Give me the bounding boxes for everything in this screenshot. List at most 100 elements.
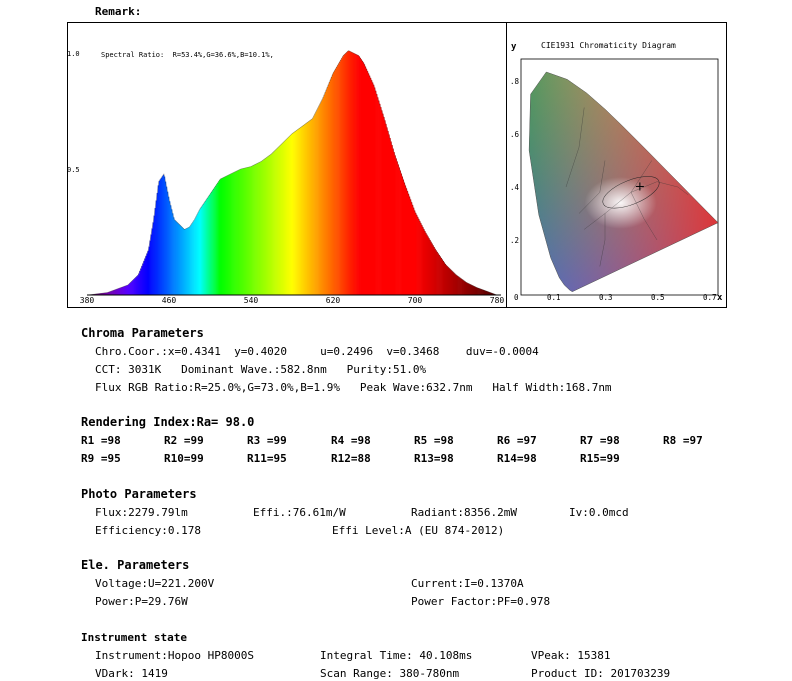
spectrum-band: [182, 227, 184, 295]
spectrum-band: [229, 174, 231, 295]
spectrum-band: [232, 172, 234, 295]
spectrum-band: [317, 107, 319, 295]
spectrum-band: [245, 167, 248, 295]
spectrum-band: [448, 268, 451, 295]
spectrum-band: [401, 176, 403, 295]
spectrum-band: [255, 164, 257, 295]
spectrum-band: [246, 167, 249, 295]
cie-y-tick: .6: [510, 130, 520, 139]
spectrum-band: [179, 224, 181, 295]
spectrum-band: [393, 152, 395, 295]
spectrum-band: [326, 87, 329, 295]
spectrum-band: [217, 182, 219, 295]
spectrum-band: [342, 56, 344, 296]
spectrum-band: [307, 122, 309, 295]
spectrum-band: [227, 175, 229, 295]
rendering-index-item: R4 =98: [331, 434, 371, 447]
spectrum-band: [459, 277, 461, 295]
spectrum-band: [243, 168, 246, 295]
spectrum-band: [293, 132, 295, 295]
cie-frame: [520, 58, 719, 296]
spectrum-band: [367, 73, 370, 295]
spectrum-band: [365, 68, 368, 295]
spectrum-band: [298, 128, 300, 295]
spectrum-band: [416, 214, 418, 295]
spectrum-band: [421, 224, 423, 295]
spectrum-band: [224, 176, 226, 295]
rendering-index-item: R10=99: [164, 452, 204, 465]
spectrum-band: [314, 113, 316, 295]
spectrum-band: [347, 51, 349, 295]
spectrum-band: [371, 82, 374, 295]
spectrum-band: [486, 291, 489, 295]
spectrum-band: [453, 273, 456, 295]
spectrum-band: [309, 120, 311, 296]
spectrum-band: [462, 279, 464, 295]
spectrum-band: [141, 266, 143, 295]
spectrum-band: [412, 207, 415, 295]
spectrum-band: [474, 286, 476, 295]
spectrum-band: [406, 191, 409, 295]
spectrum-band: [312, 117, 314, 295]
spectrum-band: [194, 218, 196, 295]
spectrum-band: [333, 72, 335, 295]
spectrum-band: [477, 288, 479, 295]
spectrum-band: [152, 222, 154, 295]
spectrum-band: [200, 207, 203, 295]
spectrum-band: [143, 260, 145, 295]
spectrum-band: [191, 223, 193, 295]
spectrum-band: [444, 264, 447, 295]
integral-time-value: Integral Time: 40.108ms: [320, 649, 473, 662]
rendering-index-item: R8 =97: [663, 434, 703, 447]
spectrum-band: [323, 94, 326, 295]
spectrum-band: [223, 177, 225, 295]
spectrum-band: [197, 212, 200, 295]
spectrum-band: [216, 184, 218, 295]
rendering-index-item: R3 =99: [247, 434, 287, 447]
spectrum-band: [434, 248, 436, 295]
spectral-ratio-text: Spectral Ratio: R=53.4%,G=36.6%,B=10.1%,: [101, 51, 274, 59]
spectrum-band: [175, 220, 177, 295]
spectrum-band: [355, 54, 357, 296]
spectrum-band: [382, 113, 384, 295]
spectrum-band: [279, 145, 282, 295]
spectrum-band: [265, 158, 267, 295]
spectrum-band: [301, 126, 303, 295]
spectrum-band: [302, 125, 304, 295]
cie-title: CIE1931 Chromaticity Diagram: [541, 41, 676, 50]
spectrum-band: [155, 200, 157, 295]
spectrum-band: [195, 216, 197, 295]
spectrum-band: [426, 234, 428, 295]
cie-y-tick: .4: [510, 183, 520, 192]
spectrum-band: [144, 258, 146, 295]
spectrum-band: [492, 293, 495, 295]
spectrum-band: [161, 176, 164, 295]
spectrum-band: [218, 181, 220, 295]
spectrum-band: [289, 135, 292, 295]
spectrum-band: [456, 275, 458, 295]
spectrum-band: [156, 192, 159, 295]
spectrum-band: [181, 226, 183, 295]
spectrum-band: [443, 262, 446, 295]
spectrum-band: [233, 172, 235, 295]
spectrum-band: [384, 120, 386, 295]
spectrum-band: [102, 293, 104, 295]
spectrum-band: [385, 123, 387, 295]
spectrum-x-tick: 700: [408, 296, 423, 305]
spectrum-band: [410, 202, 413, 295]
cie-region-line: [599, 213, 606, 267]
spectrum-band: [247, 167, 250, 295]
spectrum-band: [407, 193, 410, 295]
spectrum-band: [196, 214, 198, 295]
spectrum-band: [241, 168, 244, 295]
spectrum-band: [310, 119, 312, 295]
spectrum-band: [174, 219, 176, 295]
spectrum-band: [117, 288, 120, 295]
spectrum-band: [490, 292, 493, 295]
spectrum-band: [256, 163, 258, 295]
spectrum-band: [140, 268, 142, 295]
cie-x-tick: 0.5: [651, 293, 665, 302]
spectrum-band: [252, 165, 254, 295]
spectrum-band: [180, 225, 182, 295]
spectrum-band: [467, 283, 469, 295]
